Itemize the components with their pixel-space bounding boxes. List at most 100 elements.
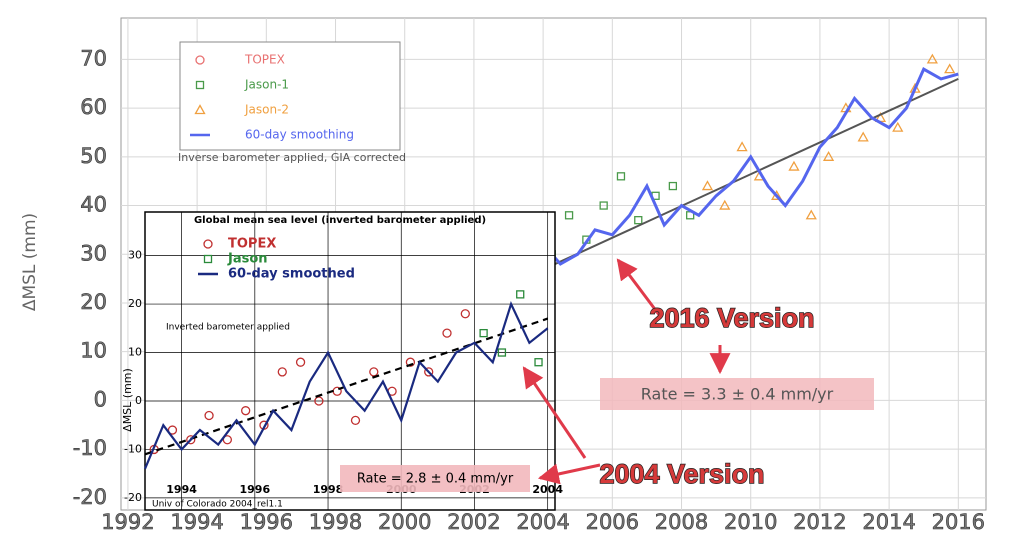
arrow (522, 366, 587, 459)
y-tick-label: 0 (135, 394, 142, 407)
x-tick-label: 2000 (378, 510, 431, 534)
x-tick-label: 2014 (862, 510, 915, 534)
y-axis-label: ΔMSL (mm) (20, 213, 40, 311)
x-tick-label: 2012 (793, 510, 846, 534)
point (295, 357, 306, 367)
y-axis-label: ΔMSL (mm) (121, 368, 134, 432)
callout: 2004 Version (599, 459, 764, 489)
y-tick-label: -10 (124, 442, 142, 455)
point (634, 216, 643, 225)
annotation: Univ of Colorado 2004_rel1.1 (152, 500, 283, 510)
point (222, 435, 233, 445)
series-line (143, 301, 549, 470)
point (314, 396, 324, 406)
y-tick-label: 50 (80, 144, 107, 168)
point (369, 367, 379, 377)
legend-label: Jason (227, 252, 268, 267)
x-tick-label: 1994 (166, 483, 197, 496)
x-tick-label: 1994 (170, 510, 223, 534)
point (241, 406, 251, 416)
y-tick-label: 30 (80, 241, 107, 265)
point (719, 199, 731, 210)
annotations: 2016 Version Rate = 3.3 ± 0.4 mm/yr Rate =… (340, 258, 874, 492)
annotation: Rate = 2.8 ± 0.4 mm/yr (357, 472, 514, 487)
rate-box (600, 378, 874, 410)
legend-label: TOPEX (228, 237, 276, 252)
point (203, 239, 213, 249)
legend-label: 60-day smoothed (228, 267, 355, 282)
x-tick-label: 1998 (313, 483, 344, 496)
point (195, 55, 205, 65)
point (857, 131, 869, 142)
x-tick-label: 2006 (586, 510, 639, 534)
point (788, 160, 800, 171)
point (892, 121, 904, 132)
point (805, 209, 817, 220)
point (822, 151, 835, 161)
y-tick-label: 70 (80, 46, 107, 70)
y-tick-label: 0 (94, 387, 107, 411)
point (203, 254, 213, 264)
point (926, 53, 938, 64)
plot-area (144, 211, 556, 511)
point (516, 290, 525, 299)
y-tick-label: -10 (73, 436, 107, 460)
y-tick-label: 20 (80, 290, 107, 314)
x-tick-label: 2004 (532, 483, 563, 496)
x-tick-label: 2010 (724, 510, 777, 534)
x-tick-label: 1998 (309, 510, 362, 534)
callout: 2016 Version (649, 303, 814, 333)
chart-title: Global mean sea level (inverted baromete… (194, 215, 486, 226)
y-tick-label: 10 (128, 346, 142, 359)
annotation: Inverse barometer applied, GIA corrected (178, 151, 406, 164)
point (194, 104, 206, 115)
point (195, 80, 205, 90)
point (167, 425, 178, 435)
legend-box (179, 41, 401, 151)
x-tick-label: 1992 (101, 510, 154, 534)
legend-label: Jason-2 (244, 103, 289, 117)
y-tick-label: 60 (80, 95, 107, 119)
x-tick-label: 2002 (447, 510, 500, 534)
y-tick-label: 40 (80, 193, 107, 217)
point (405, 357, 416, 367)
point (599, 201, 608, 210)
point (616, 172, 626, 181)
point (277, 367, 287, 377)
y-tick-label: 20 (128, 297, 142, 310)
point (534, 358, 543, 367)
y-tick-label: 30 (128, 249, 142, 262)
x-tick-label: 1996 (240, 510, 293, 534)
point (186, 435, 196, 445)
x-tick-label: 1996 (240, 483, 271, 496)
inset-chart: -20-100102030199419961998200020022004ΔMS… (121, 211, 563, 511)
point (668, 181, 678, 191)
point (497, 348, 507, 357)
x-tick-label: 2004 (516, 510, 569, 534)
legend-label: Jason-1 (244, 78, 289, 92)
arrow (616, 258, 662, 317)
y-tick-label: -20 (124, 491, 142, 504)
arrow (537, 463, 601, 485)
legend-label: 60-day smoothing (245, 128, 354, 142)
point (460, 309, 470, 319)
point (204, 410, 214, 421)
legend-label: TOPEX (244, 53, 285, 67)
x-tick-label: 2008 (655, 510, 708, 534)
point (564, 211, 574, 220)
point (701, 180, 714, 191)
point (944, 63, 956, 74)
x-tick-label: 2016 (932, 510, 985, 534)
point (479, 328, 488, 338)
trend-line (144, 317, 549, 456)
y-tick-label: 10 (80, 339, 107, 363)
point (736, 141, 748, 152)
rate-box (340, 465, 530, 492)
point (350, 415, 361, 426)
point (442, 328, 452, 338)
point (424, 367, 434, 377)
annotation: Inverted barometer applied (166, 323, 290, 333)
annotation: Rate = 3.3 ± 0.4 mm/yr (641, 385, 834, 404)
y-tick-label: -20 (73, 485, 107, 509)
